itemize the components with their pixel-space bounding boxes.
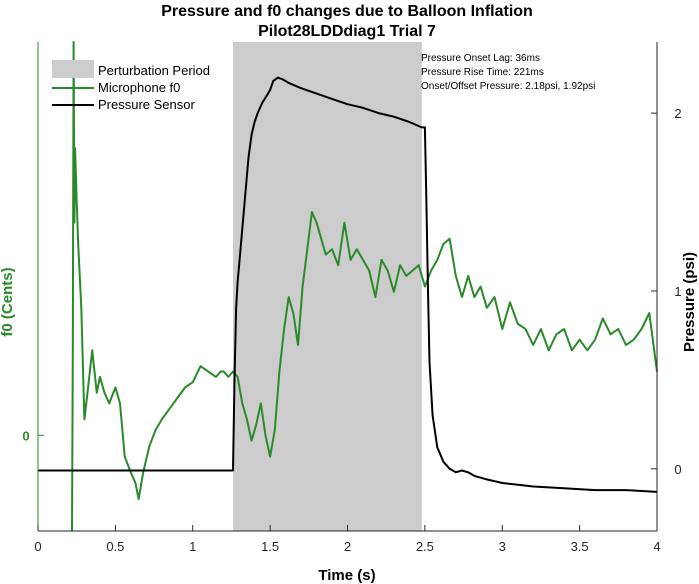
legend-label-microphone-f0: Microphone f0 [98,80,180,95]
legend-label-pressure-sensor: Pressure Sensor [98,97,195,112]
annotation-onset-offset-pressure: Onset/Offset Pressure: 2.18psi, 1.92psi [421,81,595,92]
x-tick-label: 1 [189,539,196,554]
perturbation-period-band [233,42,422,531]
x-tick-label: 0 [34,539,41,554]
x-tick-label: 3 [499,539,506,554]
legend-swatch-perturbation [52,60,94,78]
x-tick-label: 2 [344,539,351,554]
left-y-tick-label: 0 [22,428,29,443]
right-y-tick-label: 2 [674,106,681,121]
left-y-axis-label: f0 (Cents) [0,267,16,336]
x-tick-label: 3.5 [571,539,589,554]
x-tick-label: 1.5 [261,539,279,554]
x-tick-label: 0.5 [106,539,124,554]
annotation-onset-lag: Pressure Onset Lag: 36ms [421,53,540,64]
annotation-rise-time: Pressure Rise Time: 221ms [421,67,544,78]
legend-label-perturbation: Perturbation Period [98,63,210,78]
chart-subtitle: Pilot28LDDdiag1 Trial 7 [258,23,436,40]
chart-title: Pressure and f0 changes due to Balloon I… [161,3,533,20]
x-tick-label: 2.5 [416,539,434,554]
x-tick-label: 4 [653,539,660,554]
x-axis-label: Time (s) [318,567,375,584]
right-y-tick-label: 0 [674,462,681,477]
right-y-axis-label: Pressure (psi) [681,252,698,352]
